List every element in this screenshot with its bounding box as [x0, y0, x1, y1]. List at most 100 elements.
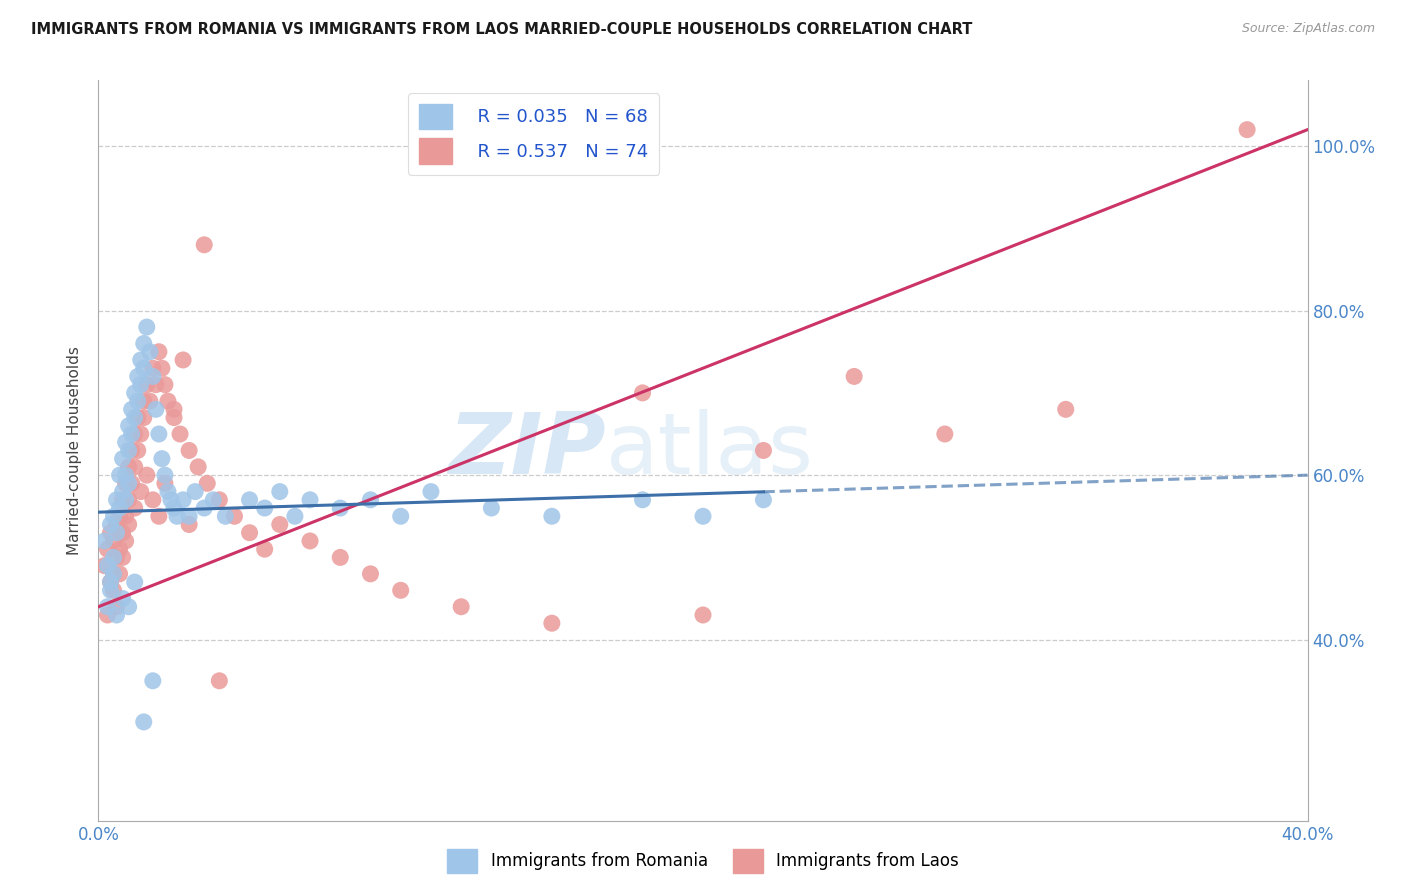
Point — [108, 509, 131, 524]
Point — [121, 443, 143, 458]
Point — [163, 501, 186, 516]
Point — [752, 443, 775, 458]
Point — [100, 575, 122, 590]
Point — [100, 575, 122, 590]
Point — [96, 607, 118, 622]
Point — [108, 501, 131, 516]
Point — [450, 599, 472, 614]
Point — [420, 484, 443, 499]
Point — [105, 525, 128, 540]
Point — [202, 492, 225, 507]
Point — [187, 459, 209, 474]
Point — [481, 501, 503, 516]
Legend:   R = 0.035   N = 68,   R = 0.537   N = 74: R = 0.035 N = 68, R = 0.537 N = 74 — [408, 93, 659, 175]
Point — [103, 566, 125, 581]
Point — [105, 607, 128, 622]
Point — [96, 599, 118, 614]
Point — [127, 443, 149, 458]
Point — [100, 525, 122, 540]
Point — [389, 509, 412, 524]
Point — [103, 583, 125, 598]
Point — [1054, 402, 1077, 417]
Point — [156, 394, 179, 409]
Point — [179, 517, 201, 532]
Point — [127, 369, 149, 384]
Point — [118, 476, 141, 491]
Point — [111, 525, 134, 540]
Point — [135, 377, 157, 392]
Point — [153, 377, 176, 392]
Point — [224, 509, 246, 524]
Point — [208, 492, 231, 507]
Point — [103, 550, 125, 565]
Point — [208, 673, 231, 688]
Point — [108, 542, 131, 557]
Point — [127, 394, 149, 409]
Point — [121, 402, 143, 417]
Point — [844, 369, 866, 384]
Point — [118, 599, 141, 614]
Point — [132, 394, 155, 409]
Point — [153, 468, 176, 483]
Point — [148, 344, 170, 359]
Y-axis label: Married-couple Households: Married-couple Households — [67, 346, 83, 555]
Point — [193, 501, 215, 516]
Point — [105, 550, 128, 565]
Point — [118, 492, 141, 507]
Point — [114, 476, 136, 491]
Point — [184, 484, 207, 499]
Point — [105, 517, 128, 532]
Point — [142, 492, 165, 507]
Point — [129, 484, 152, 499]
Point — [127, 410, 149, 425]
Point — [145, 402, 167, 417]
Point — [118, 418, 141, 433]
Point — [752, 492, 775, 507]
Point — [631, 385, 654, 400]
Point — [105, 492, 128, 507]
Point — [132, 336, 155, 351]
Point — [103, 533, 125, 548]
Point — [389, 583, 412, 598]
Point — [132, 410, 155, 425]
Point — [132, 361, 155, 376]
Point — [142, 361, 165, 376]
Point — [100, 517, 122, 532]
Point — [692, 607, 714, 622]
Point — [111, 591, 134, 606]
Point — [329, 550, 352, 565]
Point — [111, 484, 134, 499]
Point — [114, 492, 136, 507]
Point — [121, 476, 143, 491]
Point — [93, 558, 115, 573]
Point — [108, 566, 131, 581]
Point — [145, 377, 167, 392]
Point — [239, 525, 262, 540]
Point — [96, 558, 118, 573]
Point — [124, 575, 146, 590]
Point — [329, 501, 352, 516]
Point — [148, 509, 170, 524]
Point — [129, 377, 152, 392]
Point — [172, 353, 194, 368]
Point — [118, 443, 141, 458]
Point — [166, 509, 188, 524]
Point — [124, 410, 146, 425]
Point — [172, 492, 194, 507]
Point — [139, 344, 162, 359]
Point — [179, 443, 201, 458]
Point — [540, 509, 562, 524]
Point — [111, 550, 134, 565]
Point — [156, 484, 179, 499]
Point — [239, 492, 262, 507]
Point — [163, 410, 186, 425]
Point — [124, 459, 146, 474]
Point — [135, 468, 157, 483]
Point — [284, 509, 307, 524]
Point — [118, 517, 141, 532]
Point — [153, 476, 176, 491]
Point — [195, 476, 218, 491]
Point — [129, 427, 152, 442]
Point — [299, 533, 322, 548]
Point — [114, 435, 136, 450]
